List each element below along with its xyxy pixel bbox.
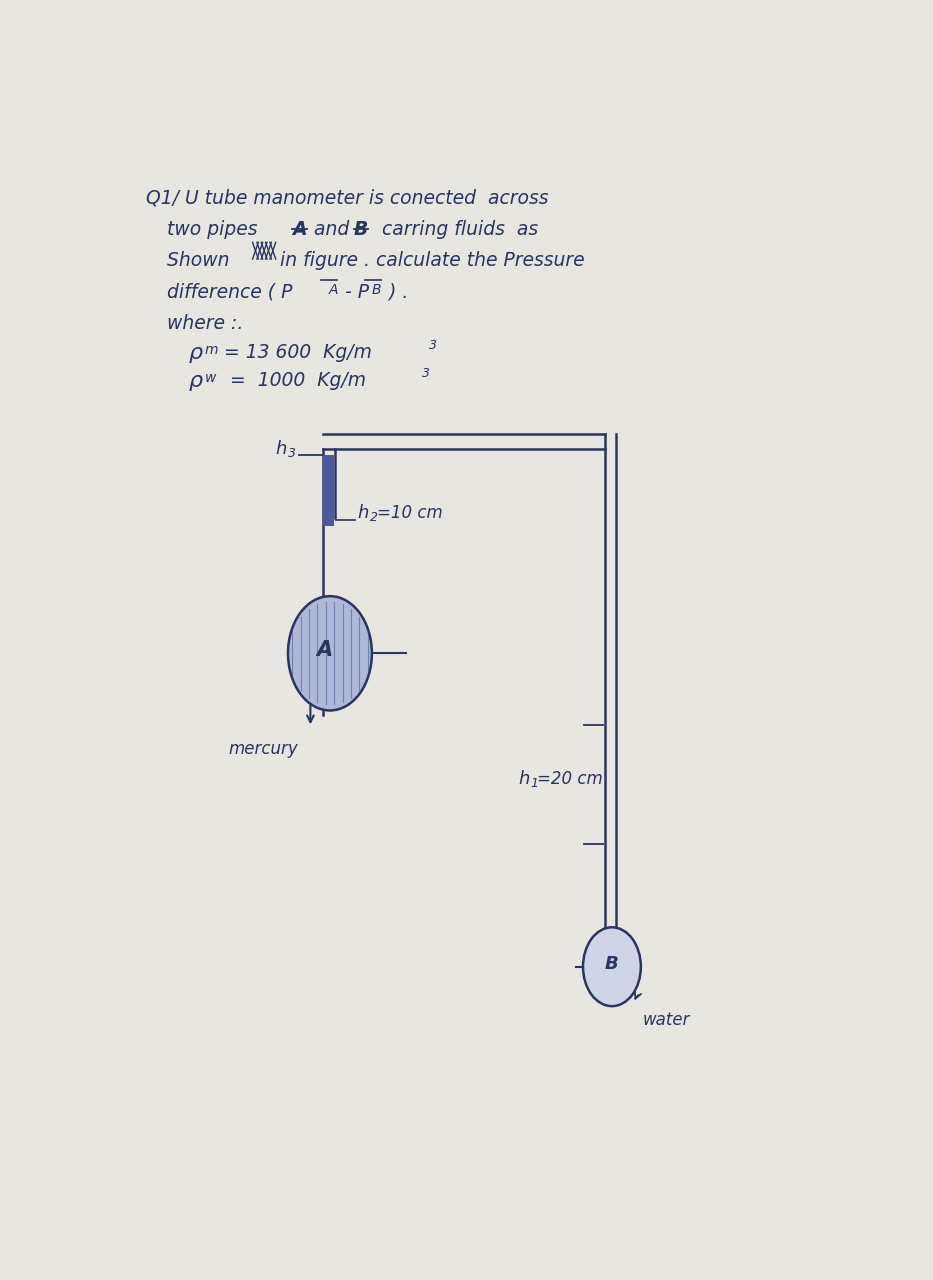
Text: - P: - P [340,283,369,302]
Text: two pipes: two pipes [167,220,264,238]
Text: = 13 600  Kg/m: = 13 600 Kg/m [218,343,371,362]
Text: A: A [292,220,307,238]
Text: =10 cm: =10 cm [377,504,442,522]
Text: h: h [518,771,529,788]
Text: m: m [205,343,218,357]
Text: in figure . calculate the Pressure: in figure . calculate the Pressure [274,251,585,270]
Text: ρ: ρ [188,343,203,362]
Text: difference ( P: difference ( P [167,283,293,302]
Text: =20 cm: =20 cm [537,771,604,788]
Text: water: water [643,1011,690,1029]
Text: mercury: mercury [229,740,299,758]
Text: Q1/ U tube manometer is conected  across: Q1/ U tube manometer is conected across [146,188,548,207]
Text: carring fluids  as: carring fluids as [369,220,537,238]
Text: and: and [308,220,355,238]
Text: 3: 3 [422,367,430,380]
Text: B: B [372,283,382,297]
Text: 3: 3 [429,339,437,352]
Bar [324,456,334,526]
Text: ) .: ) . [383,283,408,302]
Text: h: h [276,440,287,458]
Text: w: w [205,371,216,385]
Text: 1: 1 [530,777,538,790]
Text: A: A [328,283,338,297]
Circle shape [583,927,641,1006]
Text: 3: 3 [288,447,296,460]
Text: ρ: ρ [188,371,203,392]
Text: Shown: Shown [167,251,236,270]
Circle shape [288,596,372,710]
Text: B: B [354,220,368,238]
Text: h: h [357,504,369,522]
Text: =  1000  Kg/m: = 1000 Kg/m [218,371,366,390]
Text: where :.: where :. [167,315,244,333]
Text: A: A [316,640,332,660]
Text: B: B [606,955,619,973]
Text: 2: 2 [369,511,378,524]
